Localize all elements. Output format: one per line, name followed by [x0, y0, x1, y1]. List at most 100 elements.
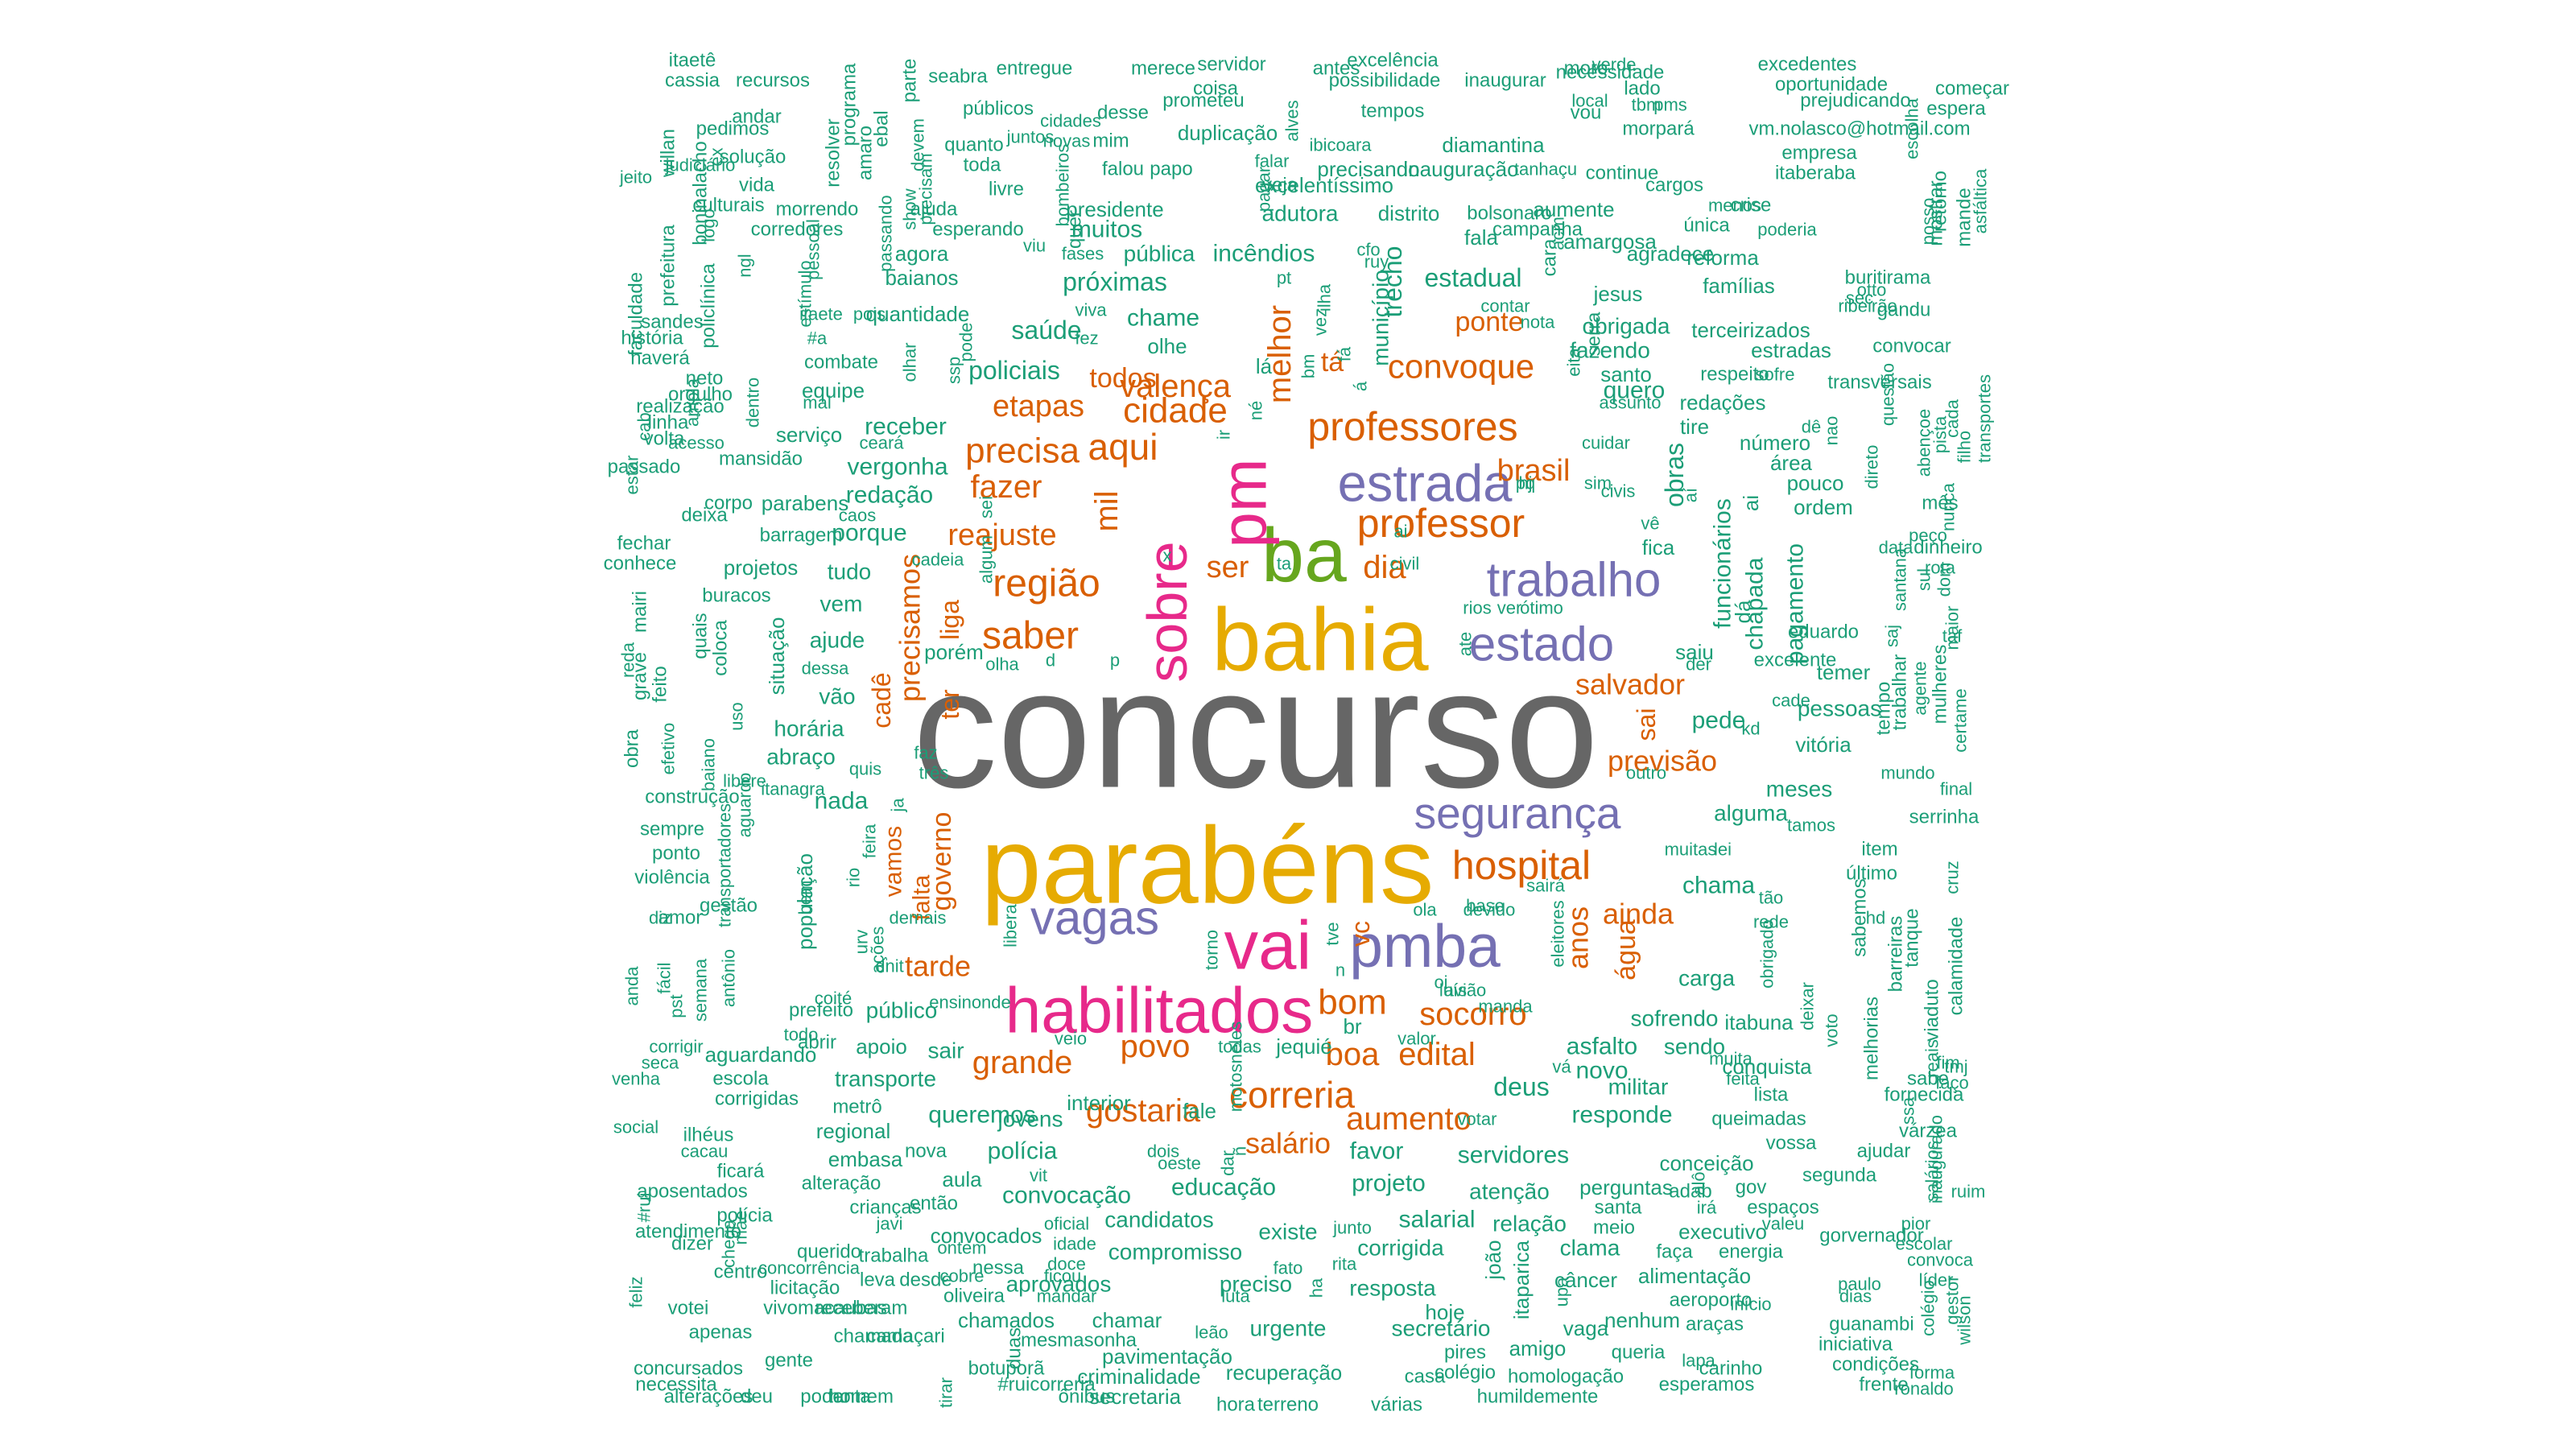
- cloud-word: valeu: [1762, 1214, 1805, 1234]
- cloud-word: falou: [1102, 159, 1144, 180]
- cloud-word: cfo: [1356, 240, 1380, 260]
- cloud-word: ótimo: [1520, 598, 1563, 618]
- cloud-word: algum: [976, 535, 997, 584]
- cloud-word: liga: [935, 600, 964, 640]
- cloud-word: vc: [1346, 921, 1375, 947]
- cloud-word: deu: [741, 1386, 773, 1408]
- cloud-word: prejudicando: [1800, 90, 1910, 112]
- cloud-word: cidade: [1123, 391, 1228, 431]
- cloud-word: vivomacaubas: [763, 1298, 886, 1319]
- cloud-word: papo: [1150, 159, 1192, 180]
- cloud-word: hospital: [1452, 843, 1591, 888]
- cloud-word: bom: [1318, 983, 1387, 1022]
- cloud-word: rios: [1463, 598, 1491, 618]
- cloud-word: tudo: [828, 559, 872, 584]
- cloud-word: feira: [860, 824, 880, 859]
- cloud-word: ronaldo: [1894, 1379, 1953, 1399]
- cloud-word: #rui: [634, 1193, 654, 1223]
- cloud-word: chamados: [958, 1308, 1055, 1332]
- cloud-word: grande: [972, 1045, 1073, 1080]
- cloud-word: presidente: [1066, 197, 1163, 221]
- cloud-word: dessa: [802, 658, 849, 679]
- cloud-word: rota: [1925, 558, 1956, 578]
- cloud-word: regional: [816, 1119, 891, 1143]
- cloud-word: valor: [1397, 1029, 1436, 1049]
- cloud-word: mês: [1922, 493, 1958, 514]
- cloud-word: gente: [765, 1350, 813, 1372]
- cloud-word: vai: [1224, 908, 1312, 985]
- cloud-word: tanta: [828, 1386, 871, 1408]
- cloud-word: projetos: [724, 555, 799, 580]
- cloud-word: avião: [1444, 980, 1487, 1001]
- cloud-word: professores: [1307, 404, 1517, 449]
- cloud-word: mim: [1092, 130, 1129, 152]
- cloud-word: corrigidas: [715, 1088, 799, 1110]
- cloud-word: local: [1571, 91, 1608, 111]
- cloud-word: tamos: [1787, 815, 1835, 836]
- cloud-word: esperando: [932, 219, 1023, 241]
- cloud-word: fato: [1274, 1258, 1303, 1278]
- cloud-word: dias: [1839, 1286, 1872, 1307]
- cloud-word: mandar: [1037, 1286, 1097, 1307]
- cloud-word: esperamos: [1659, 1374, 1755, 1396]
- cloud-word: iniciativa: [1818, 1334, 1893, 1356]
- cloud-word: centro: [714, 1261, 768, 1283]
- cloud-word: estadual: [1425, 263, 1522, 292]
- cloud-word: olhe: [1147, 334, 1187, 358]
- cloud-word: corrigir: [649, 1037, 703, 1057]
- cloud-word: compromisso: [1108, 1240, 1242, 1265]
- cloud-word: peço: [1909, 526, 1947, 546]
- cloud-word: menos: [1708, 196, 1761, 216]
- cloud-word: fica: [1642, 535, 1675, 559]
- cloud-word: tve: [1323, 922, 1343, 945]
- cloud-word: meses: [1766, 777, 1832, 802]
- cloud-word: dom: [1934, 563, 1955, 597]
- cloud-word: segurança: [1414, 788, 1621, 838]
- cloud-word: ensinonde: [929, 993, 1011, 1013]
- cloud-word: humildemente: [1477, 1386, 1599, 1408]
- cloud-word: cruz: [1942, 861, 1963, 894]
- cloud-word: terreno: [1257, 1394, 1319, 1416]
- cloud-word: conhece: [604, 553, 677, 575]
- cloud-word: upa: [1552, 1277, 1572, 1307]
- cloud-word: abrir: [798, 1032, 836, 1054]
- cloud-word: aposentados: [637, 1181, 747, 1203]
- cloud-word: ssp: [944, 357, 964, 384]
- cloud-word: viu: [1023, 236, 1046, 256]
- cloud-word: leão: [1195, 1323, 1228, 1343]
- cloud-word: veja: [1262, 175, 1298, 196]
- cloud-word: tirar: [936, 1377, 956, 1408]
- cloud-word: projeto: [1352, 1170, 1426, 1197]
- cloud-word: melhor: [1262, 305, 1298, 403]
- cloud-word: servidores: [1458, 1142, 1569, 1169]
- cloud-word: itaete: [799, 304, 843, 324]
- cloud-word: pires: [1444, 1342, 1486, 1364]
- cloud-word: pms: [1653, 95, 1687, 115]
- cloud-word: botuporã: [968, 1358, 1045, 1380]
- cloud-word: convocar: [1872, 336, 1951, 357]
- cloud-word: número: [1740, 431, 1810, 455]
- cloud-word: ações: [868, 927, 888, 974]
- cloud-word: pagamento: [1782, 543, 1809, 664]
- cloud-word: itaetê: [669, 50, 716, 72]
- cloud-word: câncer: [1554, 1268, 1617, 1292]
- cloud-word: porque: [832, 520, 906, 547]
- cloud-word: aqui: [1088, 426, 1158, 468]
- cloud-word: fazer: [971, 469, 1042, 505]
- cloud-word: programa: [839, 63, 861, 146]
- cloud-word: feita: [1726, 1069, 1760, 1089]
- cloud-word: mãe: [731, 1211, 751, 1245]
- cloud-word: obrigada: [1583, 314, 1670, 339]
- cloud-word: salvador: [1575, 668, 1685, 701]
- cloud-word: horária: [774, 716, 844, 741]
- cloud-word: necessita: [635, 1374, 717, 1396]
- cloud-word: vá: [1552, 1057, 1571, 1077]
- cloud-word: possibilidade: [1329, 70, 1441, 92]
- cloud-word: certame: [1951, 688, 1971, 752]
- cloud-word: conceição: [1659, 1151, 1753, 1175]
- cloud-word: amaro: [855, 126, 877, 180]
- cloud-word: dinheiro: [1913, 537, 1982, 559]
- cloud-word: volta: [644, 428, 685, 450]
- cloud-word: amigo: [1509, 1336, 1567, 1360]
- cloud-word: dnit: [875, 956, 903, 976]
